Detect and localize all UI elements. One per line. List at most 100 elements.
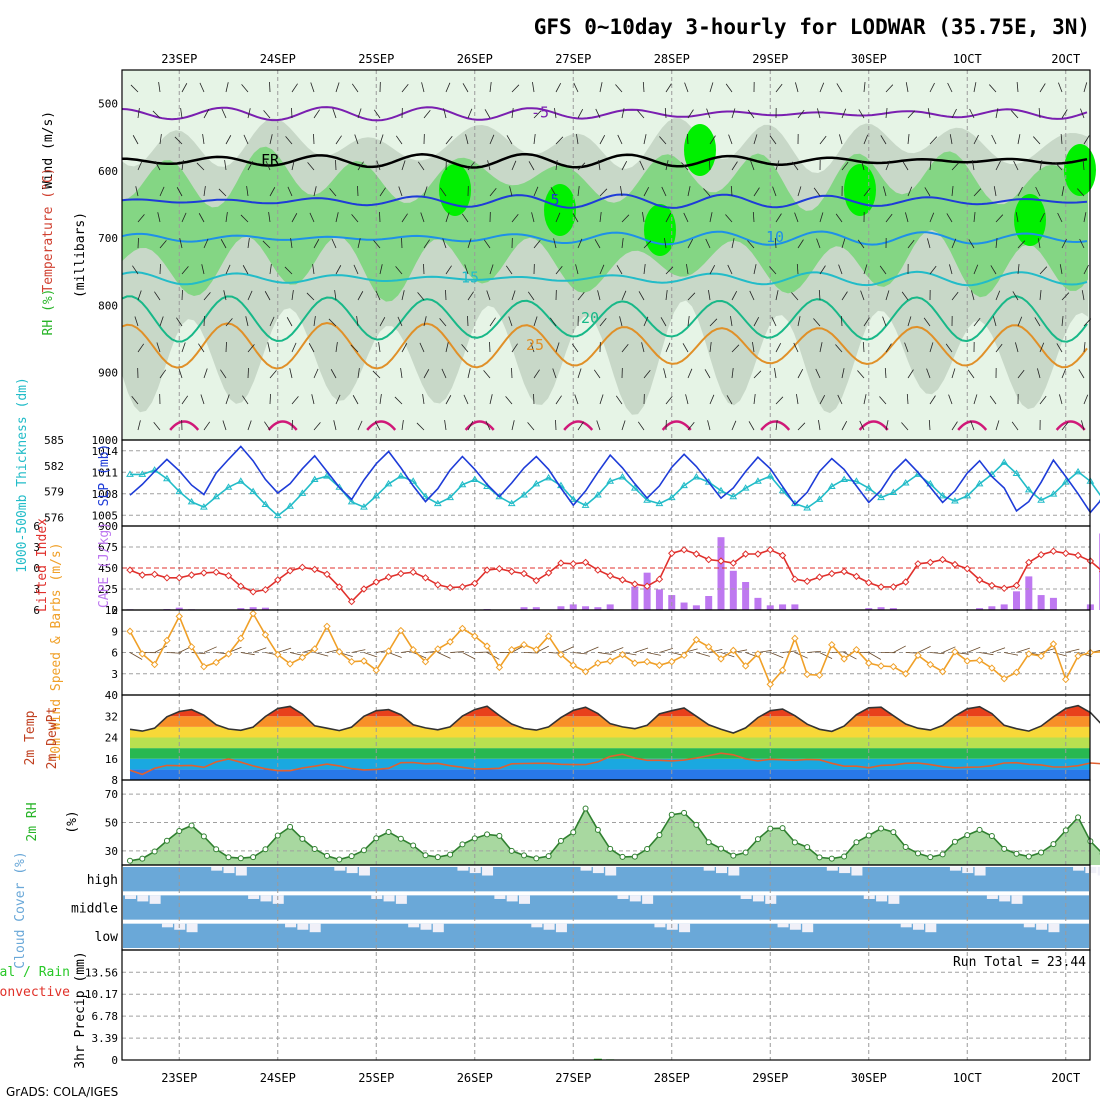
wind-barb (159, 316, 164, 327)
wind-barb (637, 421, 645, 431)
wind-barb (291, 83, 298, 93)
wind-barb (552, 368, 557, 379)
isotherm-15 (121, 270, 1088, 287)
isotherm-label: 15 (461, 269, 479, 287)
wind-barb (533, 316, 538, 327)
wind10-barb (930, 652, 945, 655)
wind-barb (196, 162, 205, 171)
pressure-tick-label: 700 (98, 232, 118, 245)
wind-barb (819, 394, 826, 405)
wind10-point (532, 645, 541, 654)
wind-barb (225, 318, 233, 327)
wind-barb (794, 212, 799, 223)
wind-barb (158, 82, 161, 93)
wind10-point (840, 655, 848, 663)
rh2m-point (915, 850, 921, 857)
isotherm-10 (121, 230, 1088, 246)
wind-barb (378, 342, 381, 353)
rh2m-point (631, 853, 638, 860)
wind10-barb (351, 649, 366, 653)
lifted-index-point (791, 575, 799, 583)
wind-barb (708, 159, 711, 171)
wind10-barb (597, 652, 612, 655)
rh2m-point (188, 822, 195, 829)
cloud-gap (1036, 923, 1048, 930)
wind-barb (880, 135, 887, 145)
wind-barb (313, 368, 319, 379)
wind10-point (668, 658, 676, 666)
wind10-point (335, 648, 344, 656)
wind-barb (486, 290, 491, 301)
wind-barb (533, 239, 541, 249)
wind10-barb (437, 652, 451, 659)
cloud-gap (728, 867, 740, 876)
side-label-temp2m: 2m Temp (23, 710, 38, 765)
wind-barb (904, 342, 909, 353)
wind10-point (249, 609, 257, 618)
wind-barb (286, 317, 293, 327)
wind-barb (1060, 134, 1063, 145)
date-label-bottom: 1OCT (953, 1071, 982, 1085)
date-label-top: 1OCT (953, 52, 982, 66)
li-tick-label: 3 (33, 541, 40, 554)
wind-barb (154, 161, 161, 171)
cape-bar (680, 602, 688, 610)
thickness-point (963, 491, 972, 499)
wind-barb (423, 239, 430, 249)
thickness-point (593, 491, 602, 498)
wind10-tick-label: 12 (105, 604, 118, 617)
wind10-barb (1053, 652, 1068, 657)
wind-barb (861, 160, 865, 171)
wind-barb (356, 316, 359, 327)
thickness-point (1074, 467, 1082, 475)
wind-barb (328, 318, 337, 327)
wind-barb (885, 290, 890, 301)
thickness-tick-label: 582 (44, 460, 64, 473)
wind10-barb (1004, 652, 1019, 656)
warm-contour (957, 420, 988, 431)
cloud-gap (519, 895, 530, 904)
cape-bar (779, 604, 787, 610)
isotherm--5 (121, 106, 1088, 122)
wind-barb (308, 343, 315, 353)
side-label-temperature: Temperature (°C) (41, 167, 56, 292)
thickness-point (310, 475, 319, 483)
lifted-index-point (729, 559, 738, 567)
cape-bar (175, 607, 183, 610)
rh2m-point (828, 855, 835, 862)
wind10-barb (991, 647, 1006, 653)
isotherm-label: FR (261, 151, 280, 169)
cape-bar (717, 537, 725, 610)
wind-barb (554, 108, 557, 119)
wind-barb (686, 133, 689, 145)
wind-barb (489, 187, 497, 197)
cloud-gap (482, 867, 494, 876)
thickness-point (532, 479, 541, 487)
wind-barb (269, 134, 273, 145)
wind-barb (401, 237, 403, 249)
wind-barb (929, 160, 932, 171)
wind10-point (224, 650, 233, 658)
wind-barb (291, 419, 293, 431)
wind-barb (159, 240, 167, 249)
rh2m-point (397, 835, 404, 842)
wind-barb (967, 369, 975, 379)
rh2m-point (324, 852, 330, 859)
wind-barb (577, 108, 584, 119)
cloud-gap (617, 895, 629, 899)
cloud-gap (408, 923, 420, 928)
lifted-index-point (1062, 549, 1070, 558)
wind-barb (599, 394, 604, 405)
wind-barb (973, 82, 977, 93)
wind-barb (973, 317, 981, 327)
wind-barb (642, 212, 645, 223)
lifted-index-point (606, 571, 614, 580)
cloud-gap (913, 923, 924, 930)
cape-tick-label: 225 (98, 583, 118, 596)
rh2m-point (1062, 827, 1069, 834)
wind-barb (989, 395, 997, 405)
wind10-tick-label: 3 (111, 668, 118, 681)
thickness-point (1000, 458, 1009, 465)
wind-barb (616, 265, 623, 275)
thickness-point (323, 472, 331, 479)
